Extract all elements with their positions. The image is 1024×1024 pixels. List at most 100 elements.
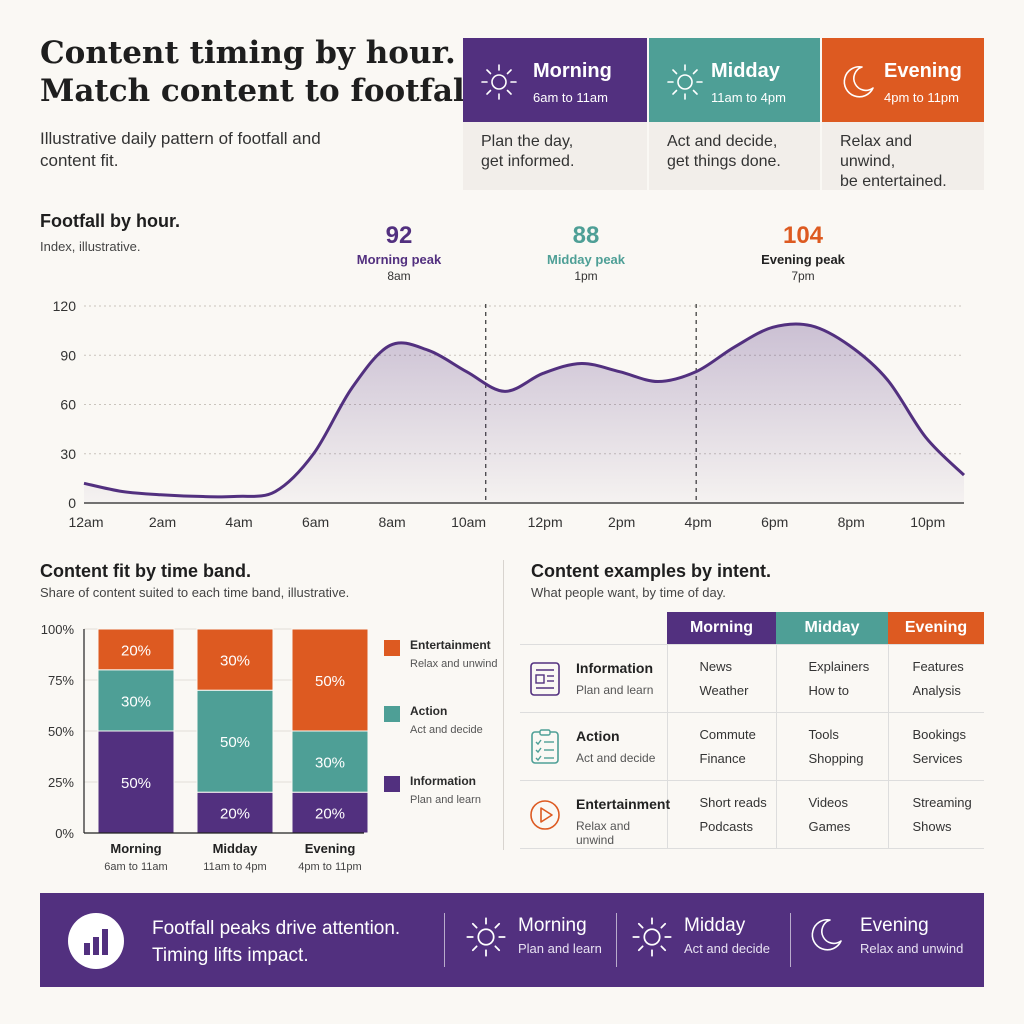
data-label: 30%	[220, 653, 250, 670]
peak-value: 104	[782, 222, 824, 249]
intent-row-header: Information Plan and learn	[520, 644, 667, 713]
y-tick-label: 100%	[41, 622, 75, 637]
peak-midday: 88 Midday peak 1pm	[516, 222, 656, 283]
footer-divider	[790, 913, 791, 967]
data-label: 20%	[121, 642, 151, 659]
peak-value: 92	[385, 222, 413, 249]
table-row: Entertainment Relax and unwind Short rea…	[520, 780, 984, 849]
footer-message: Footfall peaks drive attention. Timing l…	[152, 915, 400, 969]
footer-band-name: Midday	[684, 915, 746, 936]
footer-divider	[444, 913, 445, 967]
table-row: Information Plan and learn News Weather E…	[520, 644, 984, 713]
example-item: Bookings	[912, 726, 966, 742]
x-tick-label: 2am	[149, 514, 176, 530]
sun-icon	[481, 64, 517, 100]
table-cell: Commute Finance	[666, 712, 776, 781]
moon-icon	[811, 918, 842, 951]
x-tick-label: 6pm	[761, 514, 788, 530]
table-cell: Videos Games	[775, 780, 888, 849]
footfall-title: Footfall by hour.	[40, 211, 180, 231]
x-tick-label: 4pm	[685, 514, 712, 530]
x-category-hours: 4pm to 11pm	[298, 861, 361, 873]
footer-badge	[68, 913, 124, 969]
x-category-hours: 11am to 4pm	[203, 861, 266, 873]
x-tick-label: 4am	[225, 514, 252, 530]
bar-segment-entertainment	[291, 628, 369, 732]
example-item: Tools	[808, 726, 839, 742]
footer-band-desc: Plan and learn	[518, 941, 602, 956]
footfall-area-chart: 0 30 60 90 120 12am 2am 4am 6am 8am 10am 12pm 2pm 4pm…	[53, 298, 966, 530]
column-header-midday: Midday	[776, 612, 888, 645]
band-card-head: Midday 11am to 4pm	[649, 38, 820, 122]
legend-swatch	[384, 776, 400, 792]
x-tick-label: 2pm	[608, 514, 635, 530]
bar-segment-entertainment	[196, 628, 274, 691]
data-label: 20%	[315, 806, 345, 823]
table-cell: Explainers How to	[775, 644, 888, 713]
intent-subtitle: What people want, by time of day.	[531, 585, 726, 600]
band-description: Act and decide, get things done.	[649, 122, 820, 182]
y-tick-label: 60	[60, 397, 76, 413]
band-desc-line: get things done.	[667, 153, 781, 170]
footer-message-line: Timing lifts impact.	[152, 945, 309, 966]
sun-icon	[466, 917, 506, 957]
y-tick-label: 0	[68, 495, 76, 511]
y-tick-label: 0%	[55, 826, 74, 841]
example-item: Features	[912, 658, 964, 674]
x-tick-label: 12pm	[528, 514, 563, 530]
footer-message-line: Footfall peaks drive attention.	[152, 918, 401, 939]
intent-table-corner	[520, 612, 667, 645]
bar-segment-action	[196, 689, 274, 793]
intent-table: Morning Midday Evening Information Plan …	[520, 612, 984, 849]
band-name: Midday	[711, 60, 780, 82]
footer-band-desc: Act and decide	[684, 941, 771, 956]
band-hours: 4pm to 11pm	[884, 90, 959, 105]
data-label: 30%	[121, 693, 151, 710]
content-fit-title: Content fit by time band.	[40, 561, 251, 581]
y-tick-label: 75%	[48, 673, 74, 688]
y-tick-label: 90	[60, 347, 76, 363]
band-card-head: Morning 6am to 11am	[463, 38, 647, 122]
sun-icon	[667, 64, 703, 100]
page-subtitle: Illustrative daily pattern of footfall a…	[40, 129, 321, 170]
bar-segment-information	[196, 791, 274, 834]
x-tick-label: 10am	[451, 514, 486, 530]
bar-chart-icon	[84, 929, 108, 955]
band-desc-line: Relax and unwind,	[840, 133, 913, 170]
play-icon	[530, 800, 560, 830]
example-item: Weather	[699, 682, 749, 698]
peak-time: 8am	[387, 269, 411, 283]
example-item: Short reads	[699, 794, 767, 810]
intent-title: Content examples by intent.	[531, 561, 772, 581]
example-item: Explainers	[808, 658, 870, 674]
data-label: 50%	[220, 734, 250, 751]
x-category-label: Midday	[213, 841, 259, 856]
band-card-morning: Morning 6am to 11am Plan the day, get in…	[463, 38, 647, 190]
example-item: Podcasts	[699, 818, 753, 834]
band-card-head: Evening 4pm to 11pm	[822, 38, 984, 122]
table-cell: Bookings Services	[887, 712, 984, 781]
intent-name: Entertainment	[576, 796, 671, 812]
example-item: How to	[808, 682, 849, 698]
example-item: Analysis	[912, 682, 961, 698]
section-divider	[503, 560, 504, 850]
data-label: 30%	[315, 755, 345, 772]
x-category-hours: 6am to 11am	[104, 861, 167, 873]
y-tick-label: 30	[60, 446, 76, 462]
peak-label: Evening peak	[761, 252, 845, 267]
legend-desc: Plan and learn	[410, 794, 481, 806]
legend-desc: Relax and unwind	[410, 658, 498, 670]
content-fit-stacked-bar-chart: 0% 25% 50% 75% 100% 50% 30% 20% Morning 6am to 11…	[41, 622, 369, 873]
intent-row-header: Entertainment Relax and unwind	[520, 780, 671, 849]
band-card-evening: Evening 4pm to 11pm Relax and unwind, be…	[822, 38, 984, 190]
x-category-label: Morning	[110, 841, 161, 856]
example-item: Commute	[699, 726, 756, 742]
peak-time: 1pm	[574, 269, 598, 283]
band-name: Evening	[884, 60, 962, 82]
x-tick-label: 6am	[302, 514, 329, 530]
legend-swatch	[384, 706, 400, 722]
title-line-2: Match content to footfall.	[40, 73, 488, 109]
band-description: Plan the day, get informed.	[463, 122, 647, 182]
band-desc-line: Act and decide,	[667, 133, 778, 150]
intent-desc: Plan and learn	[576, 683, 654, 697]
